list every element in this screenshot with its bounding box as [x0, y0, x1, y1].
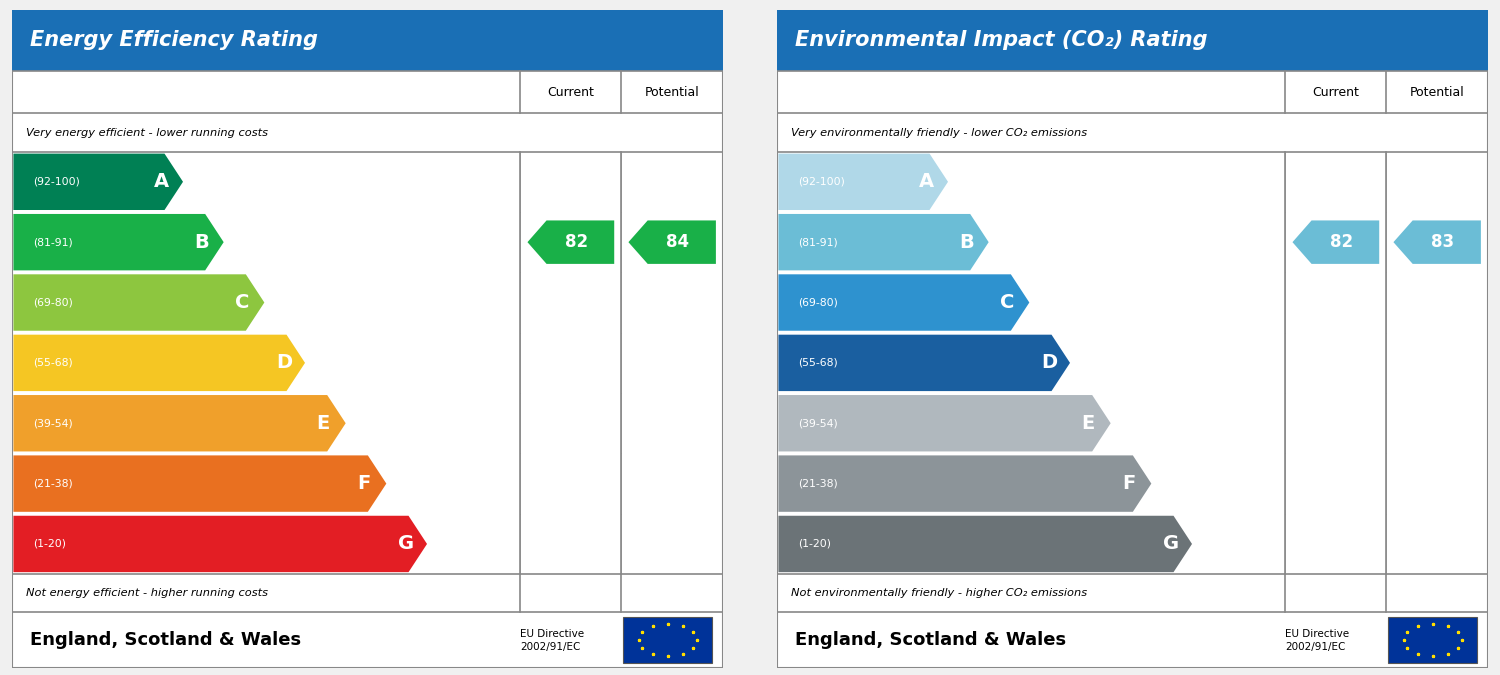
Polygon shape [628, 221, 716, 264]
Text: (92-100): (92-100) [33, 177, 80, 187]
Polygon shape [1293, 221, 1378, 264]
Text: Environmental Impact (CO₂) Rating: Environmental Impact (CO₂) Rating [795, 30, 1208, 51]
Text: (92-100): (92-100) [798, 177, 844, 187]
Text: England, Scotland & Wales: England, Scotland & Wales [795, 631, 1066, 649]
Text: Energy Efficiency Rating: Energy Efficiency Rating [30, 30, 318, 51]
Bar [624, 617, 712, 663]
Polygon shape [13, 274, 264, 331]
Polygon shape [13, 395, 345, 452]
Text: F: F [357, 474, 370, 493]
Text: (81-91): (81-91) [33, 237, 74, 247]
Text: E: E [1082, 414, 1095, 433]
Polygon shape [13, 516, 427, 572]
Text: C: C [236, 293, 249, 312]
Polygon shape [778, 516, 1192, 572]
Polygon shape [778, 214, 988, 271]
Text: (21-38): (21-38) [798, 479, 838, 489]
Text: (55-68): (55-68) [798, 358, 838, 368]
Text: G: G [1162, 535, 1179, 554]
Text: Potential: Potential [1410, 86, 1464, 99]
Text: 83: 83 [1431, 233, 1455, 251]
Polygon shape [778, 154, 948, 210]
Text: 82: 82 [1330, 233, 1353, 251]
Text: B: B [960, 233, 975, 252]
Polygon shape [13, 335, 304, 391]
Text: Very energy efficient - lower running costs: Very energy efficient - lower running co… [26, 128, 268, 138]
Text: (69-80): (69-80) [798, 298, 838, 308]
Text: F: F [1122, 474, 1136, 493]
Text: EU Directive
2002/91/EC: EU Directive 2002/91/EC [1286, 628, 1350, 652]
Text: (39-54): (39-54) [33, 418, 74, 428]
Text: (69-80): (69-80) [33, 298, 74, 308]
Text: Not energy efficient - higher running costs: Not energy efficient - higher running co… [26, 588, 268, 598]
Text: E: E [316, 414, 330, 433]
Text: EU Directive
2002/91/EC: EU Directive 2002/91/EC [520, 628, 585, 652]
Text: G: G [398, 535, 414, 554]
Text: (81-91): (81-91) [798, 237, 838, 247]
Polygon shape [778, 395, 1110, 452]
Text: A: A [920, 172, 934, 191]
Polygon shape [1394, 221, 1480, 264]
Text: (1-20): (1-20) [798, 539, 831, 549]
Text: Potential: Potential [645, 86, 699, 99]
Text: A: A [154, 172, 170, 191]
Text: England, Scotland & Wales: England, Scotland & Wales [30, 631, 302, 649]
Text: B: B [195, 233, 210, 252]
Bar [12, 10, 723, 71]
Text: 84: 84 [666, 233, 690, 251]
Text: Current: Current [1312, 86, 1359, 99]
Bar [777, 10, 1488, 71]
Text: D: D [1041, 354, 1058, 373]
Bar [1389, 617, 1478, 663]
Text: (55-68): (55-68) [33, 358, 74, 368]
Polygon shape [13, 154, 183, 210]
Polygon shape [13, 456, 387, 512]
Polygon shape [528, 221, 614, 264]
Text: Very environmentally friendly - lower CO₂ emissions: Very environmentally friendly - lower CO… [790, 128, 1088, 138]
Text: D: D [276, 354, 292, 373]
Polygon shape [778, 335, 1070, 391]
Text: Not environmentally friendly - higher CO₂ emissions: Not environmentally friendly - higher CO… [790, 588, 1088, 598]
Text: Current: Current [548, 86, 594, 99]
Polygon shape [13, 214, 223, 271]
Text: 82: 82 [566, 233, 588, 251]
Polygon shape [778, 456, 1152, 512]
Polygon shape [778, 274, 1029, 331]
Text: (39-54): (39-54) [798, 418, 838, 428]
Text: (21-38): (21-38) [33, 479, 74, 489]
Text: C: C [1000, 293, 1014, 312]
Text: (1-20): (1-20) [33, 539, 66, 549]
